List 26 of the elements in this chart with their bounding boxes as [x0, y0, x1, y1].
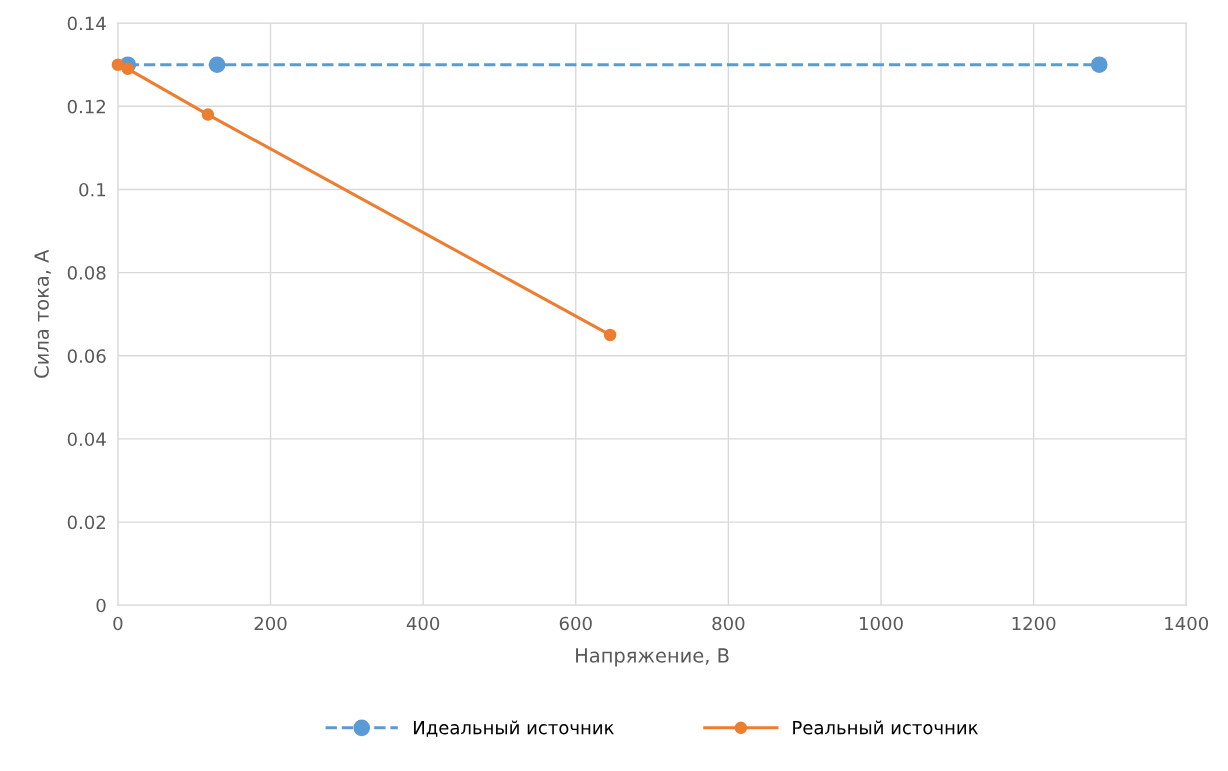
- legend-label: Идеальный источник: [414, 720, 614, 737]
- point: [121, 62, 135, 76]
- x-tick-label: 1400: [1165, 616, 1209, 631]
- x-tick-label: 400: [406, 616, 440, 631]
- y-tick-label: 0.02: [67, 515, 105, 530]
- y-tick-label: 0.08: [67, 266, 106, 280]
- y-tick-label: 0.1: [79, 182, 106, 197]
- y-tick-label: 0.06: [67, 349, 106, 363]
- point: [201, 108, 215, 121]
- point: [111, 58, 125, 71]
- point: [603, 328, 617, 342]
- x-tick-label: 800: [712, 616, 745, 631]
- x-tick-label: 200: [254, 616, 287, 631]
- y-axis-title: Сила тока, А: [34, 249, 51, 378]
- x-tick-label: 1200: [1012, 616, 1056, 631]
- y-tick-label: 0.12: [67, 99, 105, 114]
- y-tick-label: 0: [96, 598, 106, 613]
- x-tick-label: 1000: [860, 616, 903, 631]
- legend-label: Реальный источник: [793, 720, 978, 735]
- x-axis-title: Напряжение, В: [576, 648, 729, 667]
- y-tick-label: 0.04: [67, 432, 106, 447]
- x-tick-label: 0: [113, 616, 123, 631]
- y-tick-label: 0.14: [67, 16, 106, 31]
- x-tick-label: 600: [559, 616, 592, 631]
- point: [1090, 56, 1108, 74]
- point: [208, 56, 226, 74]
